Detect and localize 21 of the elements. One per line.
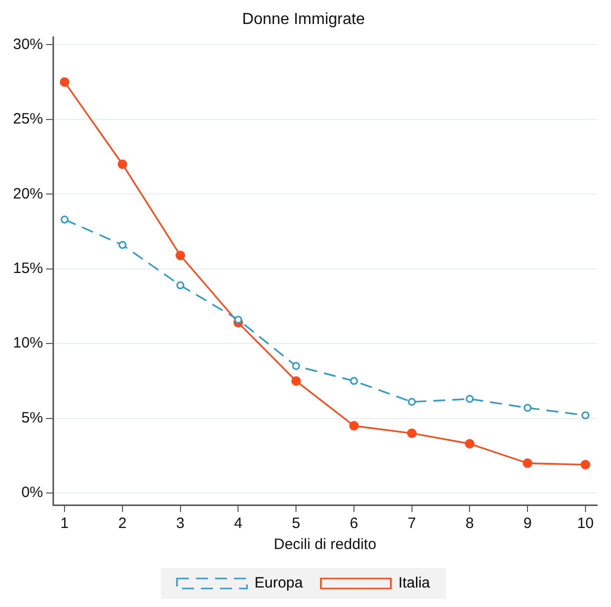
x-tick-label: 6 [350, 515, 358, 532]
x-tick-label: 1 [60, 515, 69, 532]
x-axis-title: Decili di reddito [274, 536, 376, 554]
legend-label: Italia [398, 574, 431, 592]
y-tick-label: 25% [12, 110, 44, 128]
x-tick-label: 2 [118, 515, 127, 532]
x-tick-label: 9 [523, 515, 532, 532]
x-tick-label: 3 [176, 515, 185, 532]
x-tick-label: 4 [234, 515, 242, 532]
y-tick-label: 30% [12, 36, 44, 53]
y-tick-label: 10% [12, 334, 44, 352]
y-tick-label: 20% [12, 185, 44, 202]
x-tick-label: 10 [577, 515, 594, 532]
y-tick-label: 5% [21, 409, 44, 426]
x-tick-label: 7 [408, 515, 416, 532]
legend-label: Europa [254, 574, 304, 592]
y-tick-label: 15% [12, 260, 44, 277]
y-tick-label: 0% [21, 484, 44, 502]
x-tick-label: 8 [466, 515, 474, 532]
x-tick-label: 5 [292, 515, 300, 532]
chart-title: Donne Immigrate [242, 11, 365, 28]
